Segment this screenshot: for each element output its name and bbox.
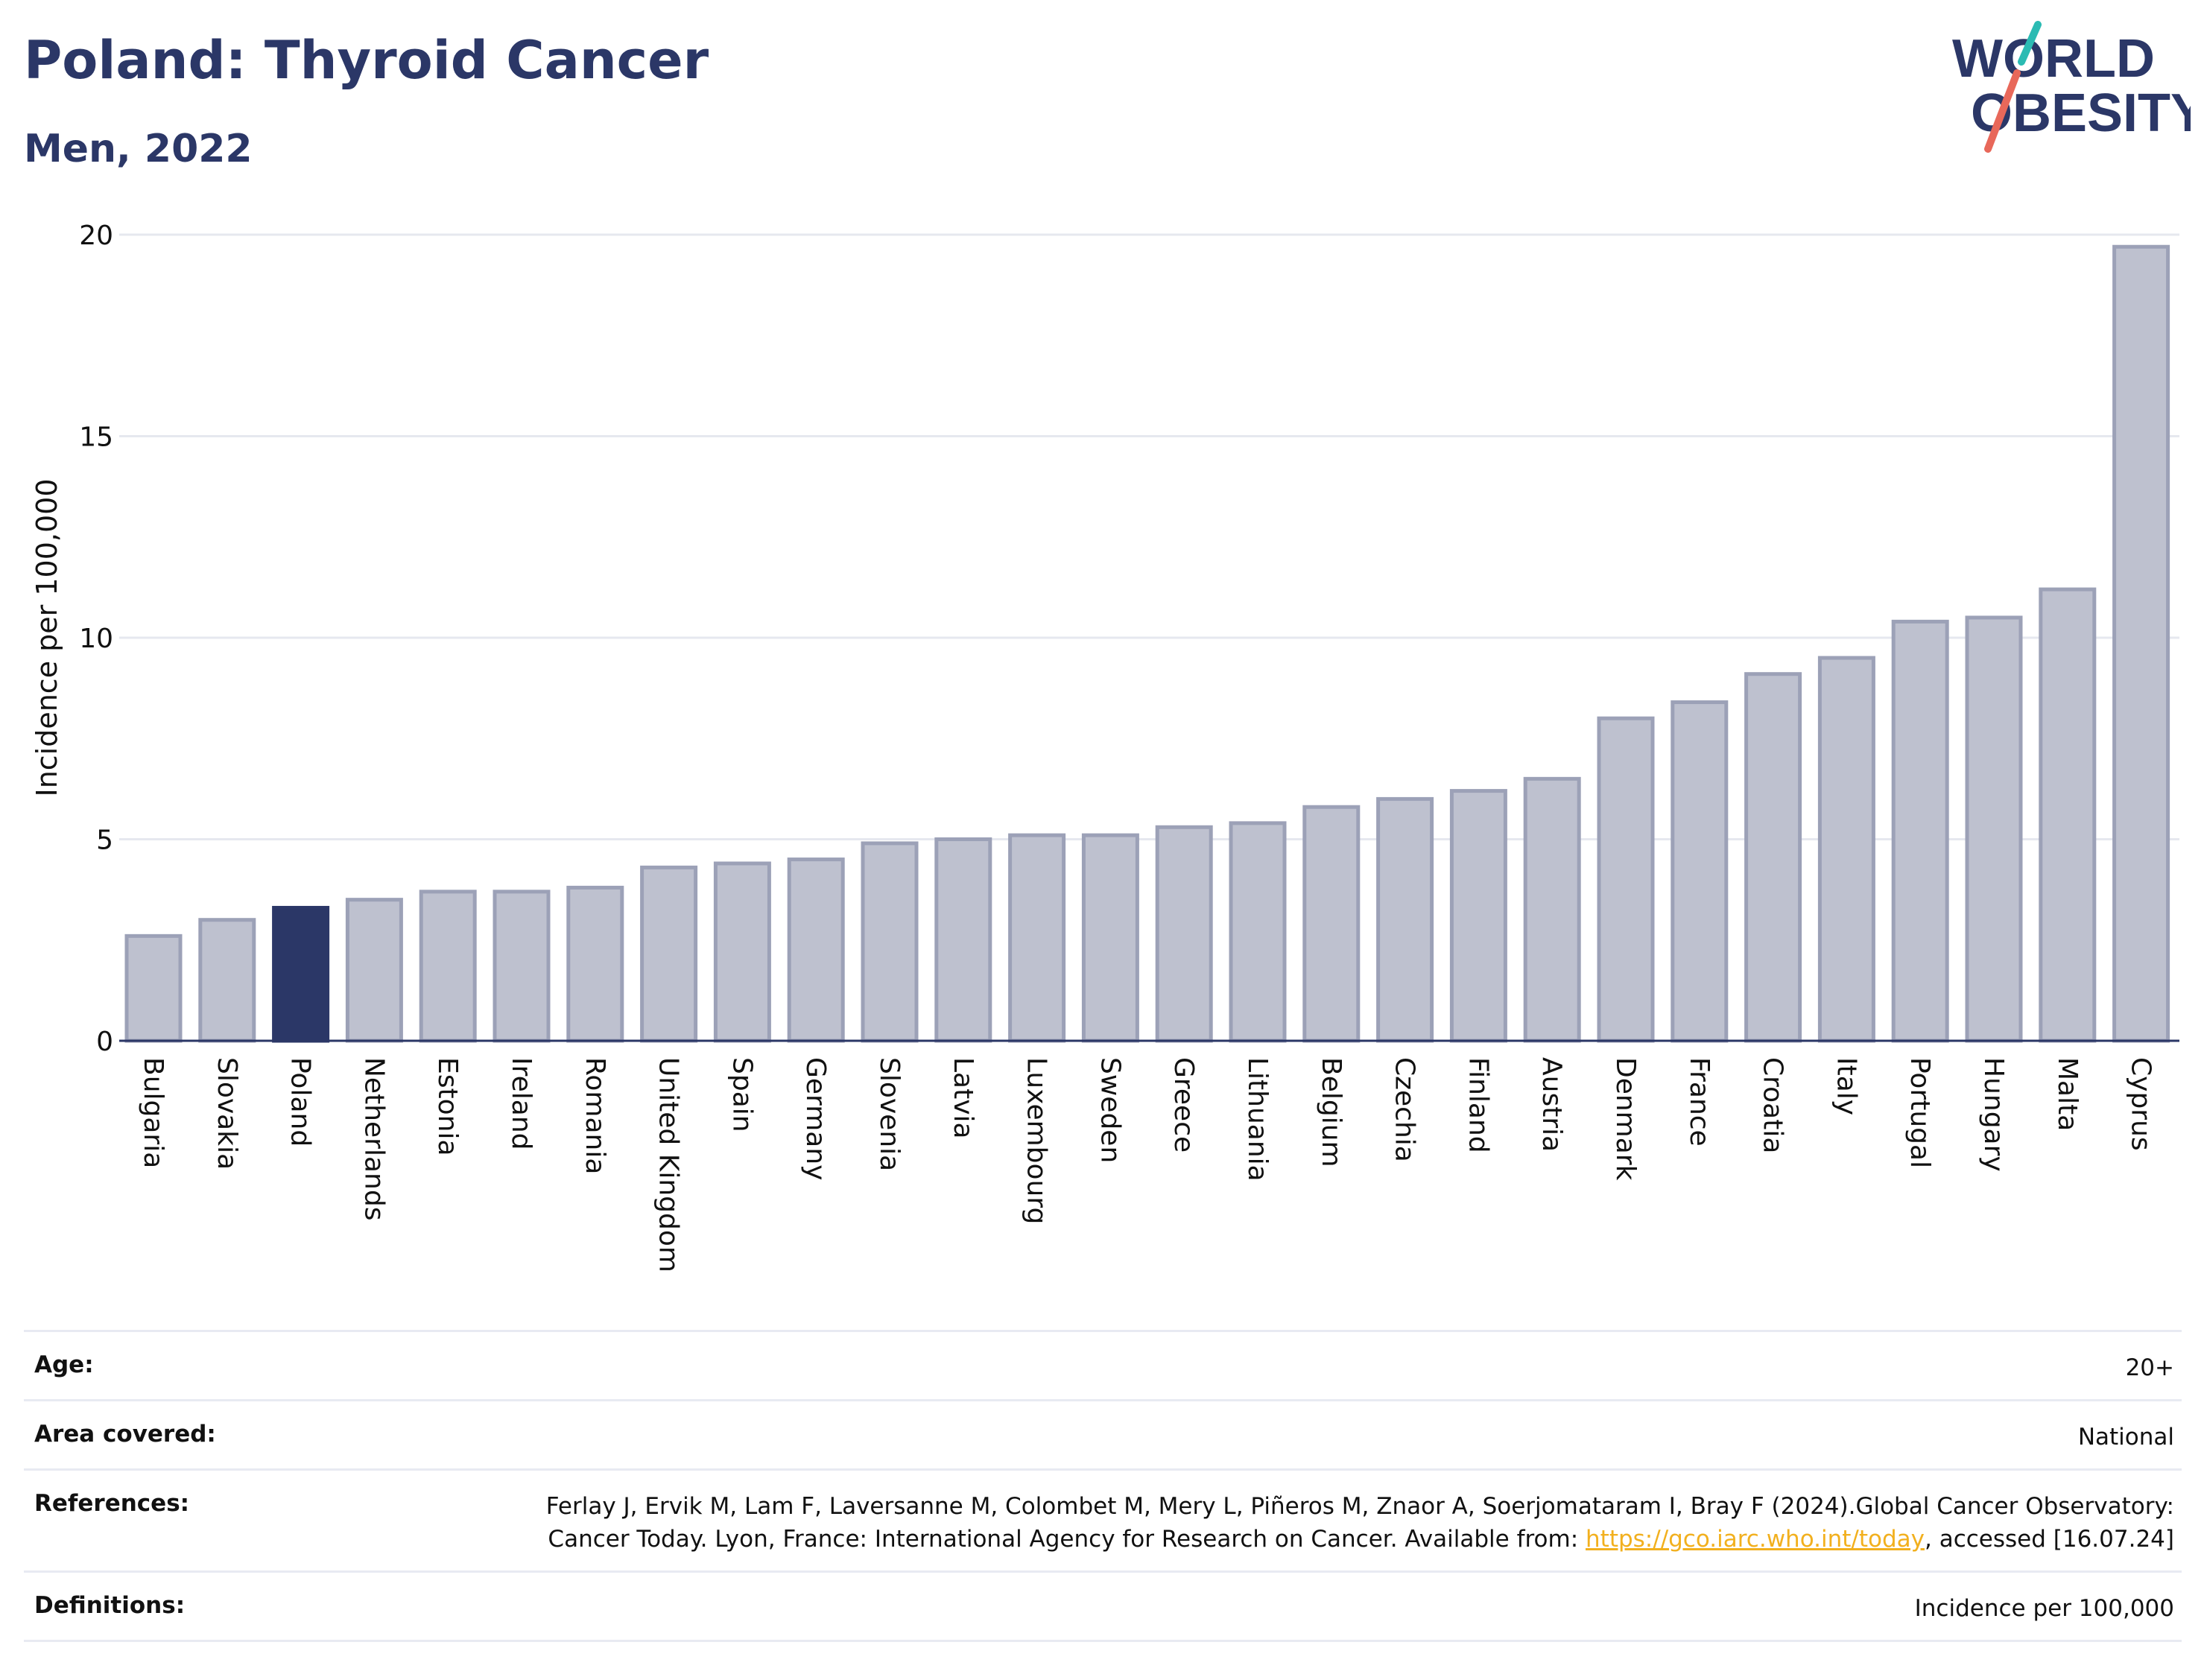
age-value: 20+: [2125, 1354, 2174, 1381]
x-tick-label: Bulgaria: [138, 1057, 168, 1168]
definitions-label: Definitions:: [34, 1592, 186, 1619]
axes: 0 5 10 15 20 Incidence per 100,000 Bulgaria Slo…: [31, 221, 2179, 1272]
y-axis-label: Incidence per 100,000: [31, 478, 63, 796]
info-table: Age: 20+ Area covered: National Referenc…: [24, 1330, 2182, 1642]
bar-croatia: [1744, 672, 1802, 1043]
bar-greece: [1155, 825, 1213, 1043]
x-tick-label: Denmark: [1610, 1057, 1641, 1181]
age-label: Age:: [34, 1351, 94, 1378]
y-tick-label: 5: [96, 825, 113, 856]
x-tick-label: Croatia: [1758, 1057, 1788, 1153]
bar-cyprus: [2112, 244, 2170, 1043]
logo-slash-teal: [2018, 21, 2042, 66]
x-tick-label: Hungary: [1978, 1057, 2009, 1172]
bar-netherlands: [345, 898, 403, 1043]
bar-ireland: [493, 890, 551, 1043]
x-tick-label: Romania: [580, 1057, 610, 1174]
x-tick-label: Czechia: [1390, 1057, 1420, 1162]
x-tick-label: Cyprus: [2126, 1057, 2156, 1151]
x-tick-label: Sweden: [1095, 1057, 1125, 1163]
bar-sweden: [1081, 833, 1139, 1043]
info-row-area: Area covered: National: [24, 1399, 2182, 1468]
bar-italy: [1817, 656, 1875, 1043]
x-tick-label: Latvia: [948, 1057, 978, 1139]
y-tick-label: 15: [79, 422, 113, 453]
x-tick-label: Estonia: [432, 1057, 463, 1156]
bar-lithuania: [1229, 821, 1287, 1043]
info-row-references: References: Ferlay J, Ervik M, Lam F, La…: [24, 1468, 2182, 1570]
x-tick-label: Austria: [1536, 1057, 1567, 1152]
bar-bulgaria: [124, 933, 183, 1043]
y-tick-label: 0: [96, 1027, 113, 1057]
bar-hungary: [1965, 615, 2023, 1043]
x-tick-label: Lithuania: [1242, 1057, 1273, 1182]
bar-austria: [1523, 776, 1581, 1043]
bars: [124, 244, 2170, 1043]
area-label: Area covered:: [34, 1421, 216, 1448]
x-tick-label: Malta: [2052, 1057, 2083, 1131]
bar-united-kingdom: [640, 865, 698, 1043]
bar-denmark: [1597, 716, 1655, 1043]
x-tick-label: Germany: [800, 1057, 831, 1180]
x-tick-label: Luxembourg: [1022, 1057, 1052, 1224]
bar-czechia: [1376, 796, 1434, 1043]
chart-subtitle: Men, 2022: [24, 127, 253, 171]
bar-poland: [272, 905, 330, 1043]
logo-slash-red: [1984, 69, 2021, 153]
x-tick-label: Slovenia: [874, 1057, 905, 1171]
world-obesity-logo: WORLD OBESITY: [1952, 21, 2191, 153]
bar-chart: 0 5 10 15 20 Incidence per 100,000 Bulgaria Slo…: [31, 221, 2179, 1272]
x-tick-label: Poland: [285, 1057, 316, 1147]
bar-spain: [713, 861, 771, 1043]
bar-germany: [787, 858, 845, 1043]
x-tick-label: United Kingdom: [653, 1057, 684, 1272]
y-tick-label: 20: [79, 221, 113, 251]
bar-luxembourg: [1008, 833, 1066, 1043]
references-value: Ferlay J, Ervik M, Lam F, Laversanne M, …: [460, 1490, 2174, 1556]
bar-romania: [566, 885, 624, 1043]
chart-title: Poland: Thyroid Cancer: [24, 30, 709, 91]
bar-portugal: [1891, 619, 1949, 1043]
x-tick-label: Slovakia: [212, 1057, 242, 1170]
info-row-definitions: Definitions: Incidence per 100,000: [24, 1570, 2182, 1642]
x-tick-label: Belgium: [1316, 1057, 1346, 1167]
x-tick-label: Portugal: [1904, 1057, 1935, 1168]
logo-text-world: WORLD: [1952, 29, 2155, 89]
references-accessed: , accessed [16.07.24]: [1924, 1526, 2174, 1553]
references-text: Ferlay J, Ervik M, Lam F, Laversanne M, …: [545, 1493, 2174, 1553]
x-tick-label: Greece: [1168, 1057, 1199, 1153]
definitions-value: Incidence per 100,000: [1914, 1595, 2174, 1622]
references-link[interactable]: https://gco.iarc.who.int/today: [1586, 1526, 1925, 1553]
y-tick-label: 10: [79, 624, 113, 654]
x-tick-label: Ireland: [506, 1057, 536, 1150]
bar-france: [1671, 700, 1729, 1043]
bar-latvia: [934, 837, 992, 1043]
info-row-age: Age: 20+: [24, 1330, 2182, 1399]
x-tick-label: France: [1684, 1057, 1714, 1147]
bar-slovenia: [861, 841, 919, 1043]
x-tick-label: Finland: [1463, 1057, 1493, 1153]
area-value: National: [2077, 1424, 2174, 1451]
references-label: References:: [34, 1490, 190, 1517]
bar-belgium: [1302, 805, 1361, 1043]
x-tick-label: Spain: [726, 1057, 757, 1132]
bar-malta: [2039, 587, 2097, 1043]
bar-slovakia: [198, 918, 256, 1043]
bar-estonia: [419, 890, 477, 1043]
bar-finland: [1449, 789, 1507, 1043]
x-tick-label: Netherlands: [358, 1057, 389, 1220]
x-tick-label: Italy: [1831, 1057, 1861, 1115]
